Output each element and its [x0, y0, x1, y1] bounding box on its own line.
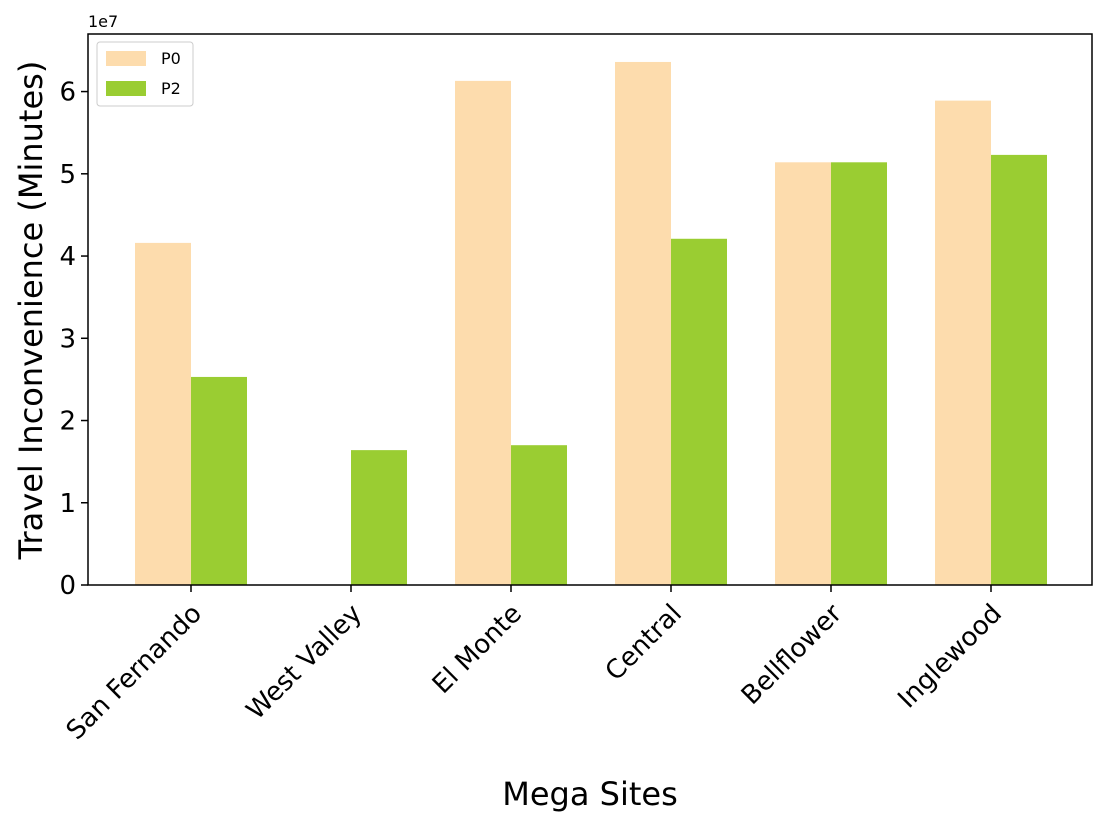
y-tick-label: 5: [59, 160, 76, 190]
legend-label-p0: P0: [161, 49, 181, 68]
bar-p2-west-valley: [351, 450, 407, 585]
x-axis: San Fernando West Valley El Monte Central Be…: [61, 585, 1008, 746]
y-tick-label: 0: [59, 571, 76, 601]
y-axis-label: Travel Inconvenience (Minutes): [12, 61, 50, 561]
y-offset-label: 1e7: [88, 12, 118, 31]
y-tick-label: 4: [59, 242, 76, 272]
x-tick-label: El Monte: [427, 599, 528, 700]
legend: P0 P2: [96, 41, 194, 107]
bar-p2-inglewood: [991, 154, 1047, 585]
x-tick-label: San Fernando: [61, 599, 208, 746]
legend-swatch-p2: [106, 81, 146, 96]
legend-label-p2: P2: [161, 79, 181, 98]
legend-swatch-p0: [106, 51, 146, 66]
x-tick-label: Bellflower: [736, 599, 848, 711]
bars-group: [135, 61, 1047, 586]
y-axis: 0 1 2 3 4 5 6: [59, 78, 88, 601]
bar-p0-el-monte: [455, 80, 511, 585]
bar-p0-san-fernando: [135, 242, 191, 585]
bar-p0-bellflower: [775, 162, 831, 585]
x-tick-label: Central: [600, 599, 688, 687]
bar-p2-central: [671, 238, 727, 585]
x-tick-label: West Valley: [241, 599, 368, 726]
y-tick-label: 6: [59, 78, 76, 108]
bar-p2-bellflower: [831, 162, 887, 585]
bar-p2-el-monte: [511, 445, 567, 585]
bar-p2-san-fernando: [191, 376, 247, 585]
y-tick-label: 1: [59, 489, 76, 519]
bar-p0-central: [615, 61, 671, 586]
x-axis-label: Mega Sites: [502, 775, 678, 813]
bar-p0-inglewood: [935, 100, 991, 585]
plot-frame: [87, 33, 1093, 586]
y-tick-label: 2: [59, 407, 76, 437]
x-tick-label: Inglewood: [892, 599, 1008, 715]
y-tick-label: 3: [59, 324, 76, 354]
